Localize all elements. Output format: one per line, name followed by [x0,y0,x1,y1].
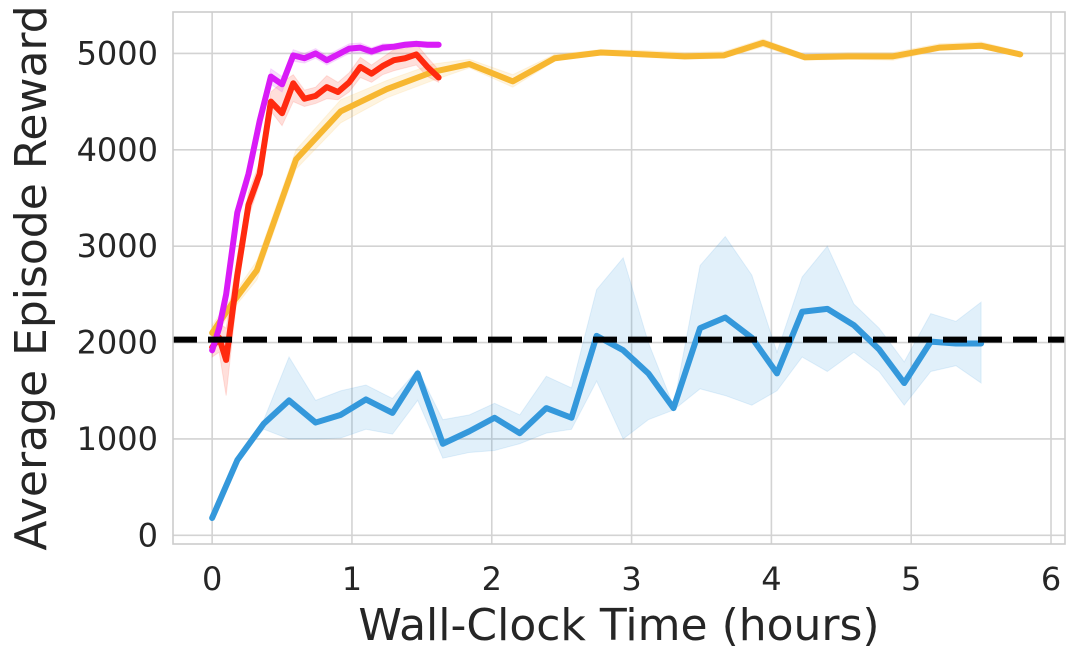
y-tick-label: 0 [138,516,158,554]
x-tick-label: 5 [901,560,921,598]
y-tick-label: 4000 [77,131,158,169]
series-0-line [209,305,985,521]
x-tick-label: 3 [621,560,641,598]
x-axis-title: Wall-Clock Time (hours) [358,600,879,651]
x-tick-label: 1 [342,560,362,598]
series-2-line [209,51,442,363]
series-lines [209,39,1024,521]
series-1-line [209,39,1024,336]
y-tick-label: 3000 [77,227,158,265]
y-tick-label: 1000 [77,420,158,458]
tick-labels: 0 1 2 3 4 5 6 0 1000 2000 3000 4000 5000 [77,34,1062,598]
y-tick-label: 2000 [77,324,158,362]
series-0-band [211,235,982,519]
series-3-line [209,40,442,354]
x-tick-label: 2 [482,560,502,598]
plot-frame [172,11,1066,545]
x-tick-label: 0 [202,560,222,598]
confidence-bands [211,38,1021,519]
x-tick-label: 4 [761,560,781,598]
y-tick-label: 5000 [77,34,158,72]
x-tick-label: 6 [1041,560,1061,598]
y-axis-title: Average Episode Reward [6,5,57,550]
